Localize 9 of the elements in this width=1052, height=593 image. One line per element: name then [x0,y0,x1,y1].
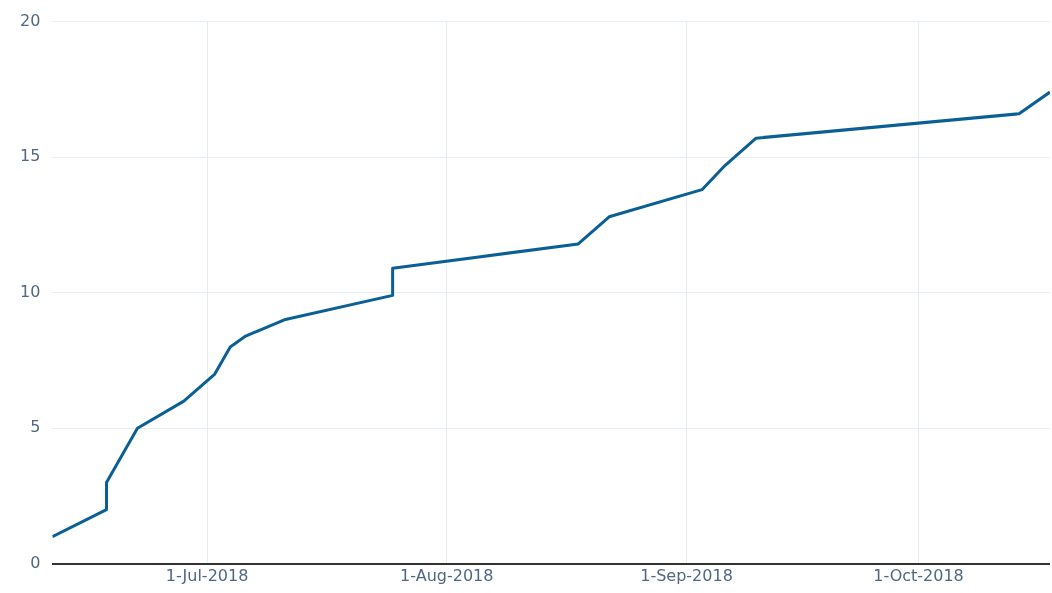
y-tick-label: 10 [20,281,41,301]
x-tick-label: 1-Jul-2018 [165,565,249,585]
y-tick-label: 20 [20,10,41,30]
x-tick-label: 1-Oct-2018 [873,565,964,585]
y-tick-label: 15 [20,146,41,166]
y-tick-label: 5 [30,417,41,437]
y-tick-label: 0 [30,552,41,572]
x-tick-label: 1-Aug-2018 [400,565,494,585]
x-tick-label: 1-Sep-2018 [640,565,733,585]
